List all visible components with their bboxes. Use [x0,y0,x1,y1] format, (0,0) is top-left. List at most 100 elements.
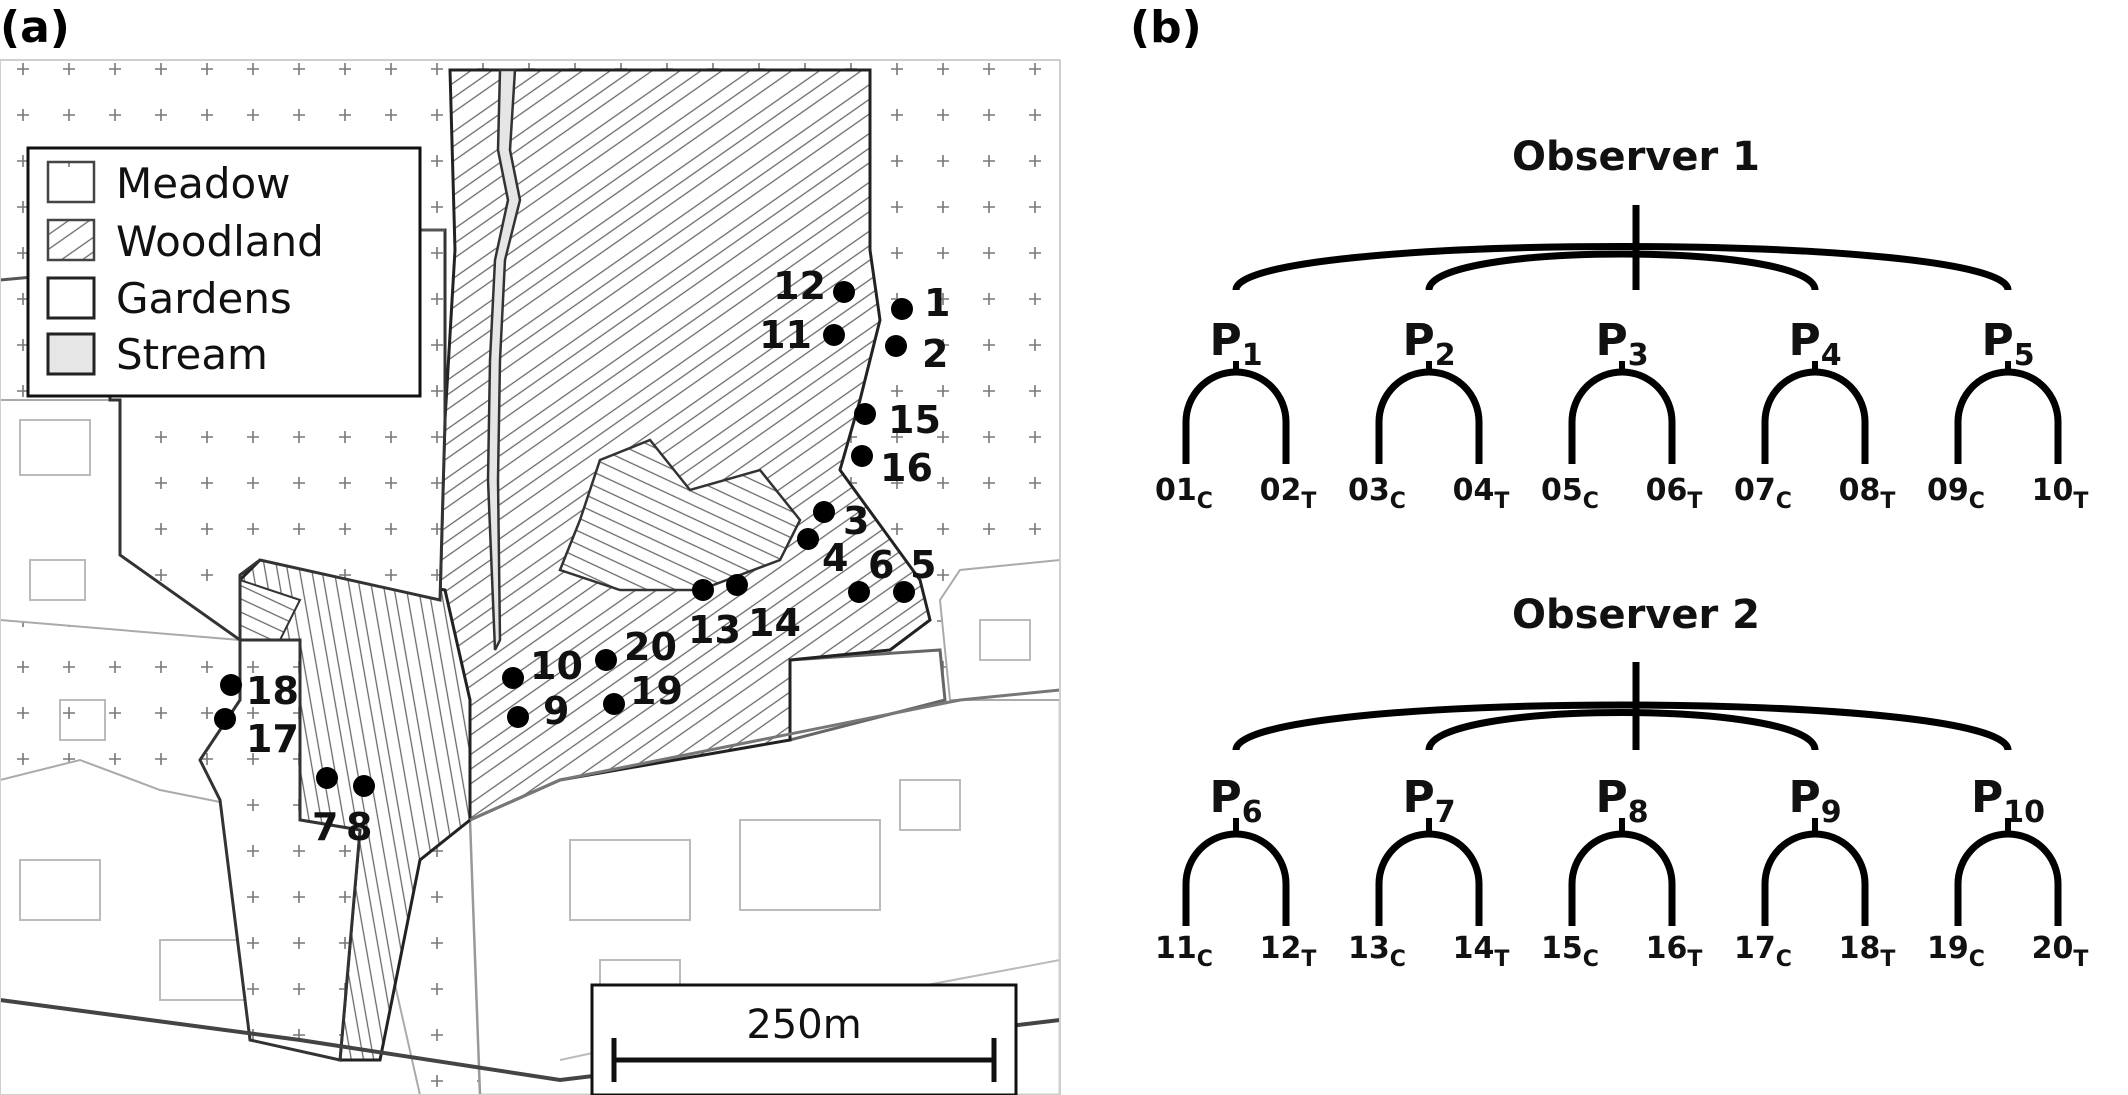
inner-branch [1425,709,1819,752]
site-label: 19 [630,669,683,713]
pair-label: P4 [1788,315,1841,373]
pair-node: P1 01C 02T [1155,315,1316,514]
leaf-arch [1954,368,2062,464]
pair-node: P5 09C 10T [1927,315,2088,514]
legend-label-gardens: Gardens [116,274,292,323]
site-marker [220,674,242,696]
pair-label: P6 [1209,772,1262,830]
control-label: 15C [1541,931,1599,972]
site-label: 13 [688,608,741,652]
site-label: 15 [888,398,941,442]
control-label: 01C [1155,473,1213,514]
legend-swatch-meadow [46,160,96,204]
leaf-arch [1182,368,1290,464]
site-label: 5 [910,543,936,587]
outer-branch [1232,243,2012,292]
pair-node: P9 17C 18T [1734,772,1895,972]
scale-box [590,983,1018,1095]
observer-group: Observer 2 P6 11C 12T P7 13C 14T P8 15C 16T P9 17C 1… [1155,592,2088,972]
treatment-label: 08T [1839,473,1896,514]
treatment-label: 20T [2032,931,2089,972]
site-marker [502,667,524,689]
pair-node: P2 03C 04T [1348,315,1509,514]
site-label: 16 [880,446,933,490]
pair-label: P7 [1402,772,1455,830]
control-label: 11C [1155,931,1213,972]
leaf-arch [1761,368,1869,464]
inner-branch [1425,250,1819,292]
panel-a-label: (a) [0,2,70,53]
legend-swatch-stream [46,332,96,376]
panel-b-label: (b) [1130,2,1202,53]
treatment-label: 04T [1453,473,1510,514]
site-label: 9 [543,689,569,733]
site-marker [893,581,915,603]
site-label: 18 [246,669,299,713]
leaf-arch [1954,830,2062,926]
pair-node: P8 15C 16T [1541,772,1702,972]
pair-label: P9 [1788,772,1841,830]
control-label: 05C [1541,473,1599,514]
control-label: 03C [1348,473,1406,514]
observer-group: Observer 1 P1 01C 02T P2 03C 04T P3 05C 06T P4 07C 0… [1155,134,2088,514]
pair-node: P4 07C 08T [1734,315,1895,514]
site-label: 12 [773,264,826,308]
site-label: 8 [346,805,372,849]
control-label: 19C [1927,931,1985,972]
site-label: 11 [759,313,812,357]
site-marker [854,403,876,425]
site-marker [595,649,617,671]
site-marker [603,693,625,715]
legend: Meadow Woodland Gardens Stream [26,146,422,398]
site-marker [851,445,873,467]
pair-node: P6 11C 12T [1155,772,1316,972]
woodland-clearing [558,438,802,592]
site-marker [833,281,855,303]
site-label: 2 [922,332,948,376]
site-label: 3 [843,499,869,543]
legend-swatch-woodland [46,218,96,262]
garden-area-east [938,558,1060,701]
pair-label: P8 [1595,772,1648,830]
legend-swatch-gardens [46,276,96,320]
treatment-label: 02T [1260,473,1317,514]
legend-label-meadow: Meadow [116,159,291,208]
legend-label-stream: Stream [116,330,268,379]
site-marker [507,706,529,728]
site-marker [797,528,819,550]
site-marker [726,574,748,596]
treatment-label: 06T [1646,473,1703,514]
site-marker [813,501,835,523]
treatment-label: 14T [1453,931,1510,972]
pair-label: P3 [1595,315,1648,373]
site-marker [891,298,913,320]
leaf-arch [1568,368,1676,464]
observer-title: Observer 1 [1512,134,1760,180]
site-label: 17 [246,717,299,761]
site-marker [885,335,907,357]
leaf-arch [1568,830,1676,926]
leaf-arch [1182,830,1290,926]
site-marker [353,775,375,797]
site-label: 10 [530,644,583,688]
site-marker [214,708,236,730]
pair-node: P7 13C 14T [1348,772,1509,972]
site-label: 1 [924,281,950,325]
site-marker [692,579,714,601]
site-label: 4 [822,536,848,580]
scale-bar: 250m [590,983,1018,1095]
observer-hierarchy: Observer 1 P1 01C 02T P2 03C 04T P3 05C 06T P4 07C 0… [1155,134,2088,972]
scale-line [611,1038,997,1082]
control-label: 13C [1348,931,1406,972]
control-label: 17C [1734,931,1792,972]
site-marker [823,324,845,346]
pair-label: P1 [1209,315,1262,373]
pair-label: P2 [1402,315,1455,373]
leaf-arch [1375,830,1483,926]
legend-label-woodland: Woodland [116,217,324,266]
outer-branch [1232,701,2012,752]
pair-label: P5 [1981,315,2034,373]
